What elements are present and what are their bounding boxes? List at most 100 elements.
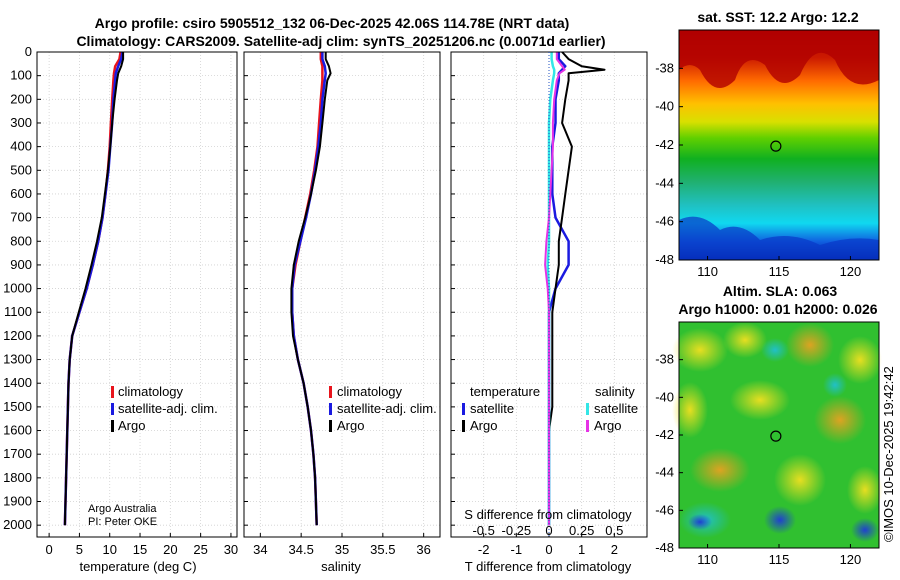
- map-x-tick-label: 115: [769, 552, 790, 567]
- salinity-legend: climatology satellite-adj. clim. Argo: [329, 384, 437, 433]
- legend-label-satellite: satellite-adj. clim.: [337, 401, 437, 416]
- s-tick-label: 0: [545, 523, 552, 538]
- x-tick-label: 5: [76, 542, 83, 557]
- salinity-diff-axis-label: S difference from climatology: [464, 507, 632, 522]
- sst-map-cold-patch: [679, 216, 879, 260]
- credit-line1: Argo Australia: [88, 503, 157, 515]
- sla-blob: [786, 323, 834, 367]
- y-tick-label: 1800: [3, 470, 32, 485]
- legend-title-temperature: temperature: [470, 384, 540, 399]
- series-line-argo: [290, 52, 332, 526]
- plot-area: [244, 52, 440, 537]
- sla-blob: [690, 448, 750, 492]
- sla-blob: [851, 518, 879, 542]
- plot-frame: [36, 51, 238, 538]
- y-tick-label: 400: [10, 139, 32, 154]
- sst-map-ticks: 110 115 120 -38 -40 -42 -44 -46 -48: [655, 60, 861, 279]
- x-tick-label: 30: [224, 542, 238, 557]
- argo-location-marker: [770, 430, 782, 442]
- sla-blob: [672, 382, 708, 438]
- y-tick-label: 300: [10, 115, 32, 130]
- x-tick-label: -2: [478, 542, 490, 557]
- y-tick-label: 0: [25, 44, 32, 59]
- legend-label-sat-salinity: satellite: [594, 401, 638, 416]
- map-y-tick-label: -38: [655, 60, 674, 75]
- sla-map-title: Altim. SLA: 0.063: [723, 283, 838, 299]
- map-y-tick-label: -40: [655, 389, 674, 404]
- x-tick-label: 36: [416, 542, 430, 557]
- sla-blob: [688, 514, 712, 530]
- s-tick-label: 0.5: [605, 523, 623, 538]
- y-tick-label: 1500: [3, 399, 32, 414]
- legend-label-climatology: climatology: [118, 384, 184, 399]
- y-tick-label: 800: [10, 233, 32, 248]
- difference-legend: temperature satellite Argo salinity sate…: [462, 384, 638, 433]
- y-tick-label: 1900: [3, 494, 32, 509]
- x-tick-label: 0: [545, 542, 552, 557]
- legend-swatch-sat-temperature: [462, 403, 465, 415]
- legend-label-argo-salinity: Argo: [594, 418, 621, 433]
- legend-swatch-argo-salinity: [586, 420, 589, 432]
- sla-blob: [814, 396, 866, 444]
- legend-swatch-climatology: [111, 386, 114, 398]
- map-y-tick-label: -44: [655, 175, 674, 190]
- sst-map-title: sat. SST: 12.2 Argo: 12.2: [697, 9, 859, 25]
- legend-label-argo-temperature: Argo: [470, 418, 497, 433]
- sla-blob: [774, 454, 826, 506]
- s-tick-label: -0.5: [472, 523, 494, 538]
- y-tick-label: 1300: [3, 352, 32, 367]
- legend-swatch-argo-temperature: [462, 420, 465, 432]
- map-x-tick-label: 120: [840, 264, 862, 279]
- map-y-tick-label: -48: [655, 540, 674, 555]
- x-tick-label: -1: [511, 542, 523, 557]
- legend-label-climatology: climatology: [337, 384, 403, 399]
- y-tick-label: 200: [10, 91, 32, 106]
- x-tick-label: 2: [611, 542, 618, 557]
- legend-swatch-argo: [329, 420, 332, 432]
- difference-xlabel: T difference from climatology: [465, 559, 632, 574]
- title-line2: Climatology: CARS2009. Satellite-adj cli…: [76, 33, 605, 49]
- s-tick-label: -0.25: [502, 523, 532, 538]
- temperature-panel: 0100200300400500600700800900100011001200…: [3, 44, 238, 557]
- map-y-tick-label: -44: [655, 465, 674, 480]
- plot-frame: [243, 51, 441, 538]
- x-tick-label: 20: [163, 542, 177, 557]
- sst-map-warm-tongue: [679, 30, 879, 88]
- y-tick-label: 900: [10, 257, 32, 272]
- legend-label-satellite: satellite-adj. clim.: [118, 401, 218, 416]
- map-y-tick-label: -42: [655, 137, 674, 152]
- x-tick-label: 35: [335, 542, 349, 557]
- legend-swatch-satellite: [111, 403, 114, 415]
- sla-blob: [761, 338, 789, 362]
- y-tick-label: 700: [10, 210, 32, 225]
- imos-watermark: ©IMOS 10-Dec-2025 19:42:42: [881, 366, 896, 542]
- map-x-tick-label: 115: [769, 264, 790, 279]
- legend-swatch-sat-salinity: [586, 403, 589, 415]
- sla-blob: [764, 506, 796, 534]
- legend-title-salinity: salinity: [595, 384, 635, 399]
- sla-map-subtitle: Argo h1000: 0.01 h2000: 0.026: [678, 301, 877, 317]
- legend-label-sat-temperature: satellite: [470, 401, 514, 416]
- argo-location-marker: [770, 140, 782, 152]
- y-tick-label: 1400: [3, 375, 32, 390]
- map-y-tick-label: -38: [655, 352, 674, 367]
- legend-swatch-satellite: [329, 403, 332, 415]
- x-tick-label: 1: [578, 542, 585, 557]
- y-tick-label: 1100: [4, 304, 32, 319]
- map-x-tick-label: 110: [697, 552, 718, 567]
- sla-map: [672, 321, 883, 549]
- y-tick-label: 1200: [3, 328, 32, 343]
- sla-blob: [723, 322, 767, 358]
- legend-label-argo: Argo: [337, 418, 364, 433]
- map-y-tick-label: -46: [655, 502, 674, 517]
- sla-blob: [838, 336, 882, 384]
- x-tick-label: 10: [102, 542, 116, 557]
- map-x-tick-label: 110: [697, 264, 718, 279]
- y-tick-label: 1000: [3, 281, 32, 296]
- legend-swatch-climatology: [329, 386, 332, 398]
- salinity-panel: 34 34.5 35 35.5 36: [243, 51, 441, 557]
- temperature-legend: climatology satellite-adj. clim. Argo: [111, 384, 218, 433]
- temperature-xlabel: temperature (deg C): [79, 559, 196, 574]
- difference-panel: -2 -1 0 1 2 -0.5 -0.25 0 0.25 0.5: [450, 51, 648, 557]
- y-tick-label: 1600: [3, 423, 32, 438]
